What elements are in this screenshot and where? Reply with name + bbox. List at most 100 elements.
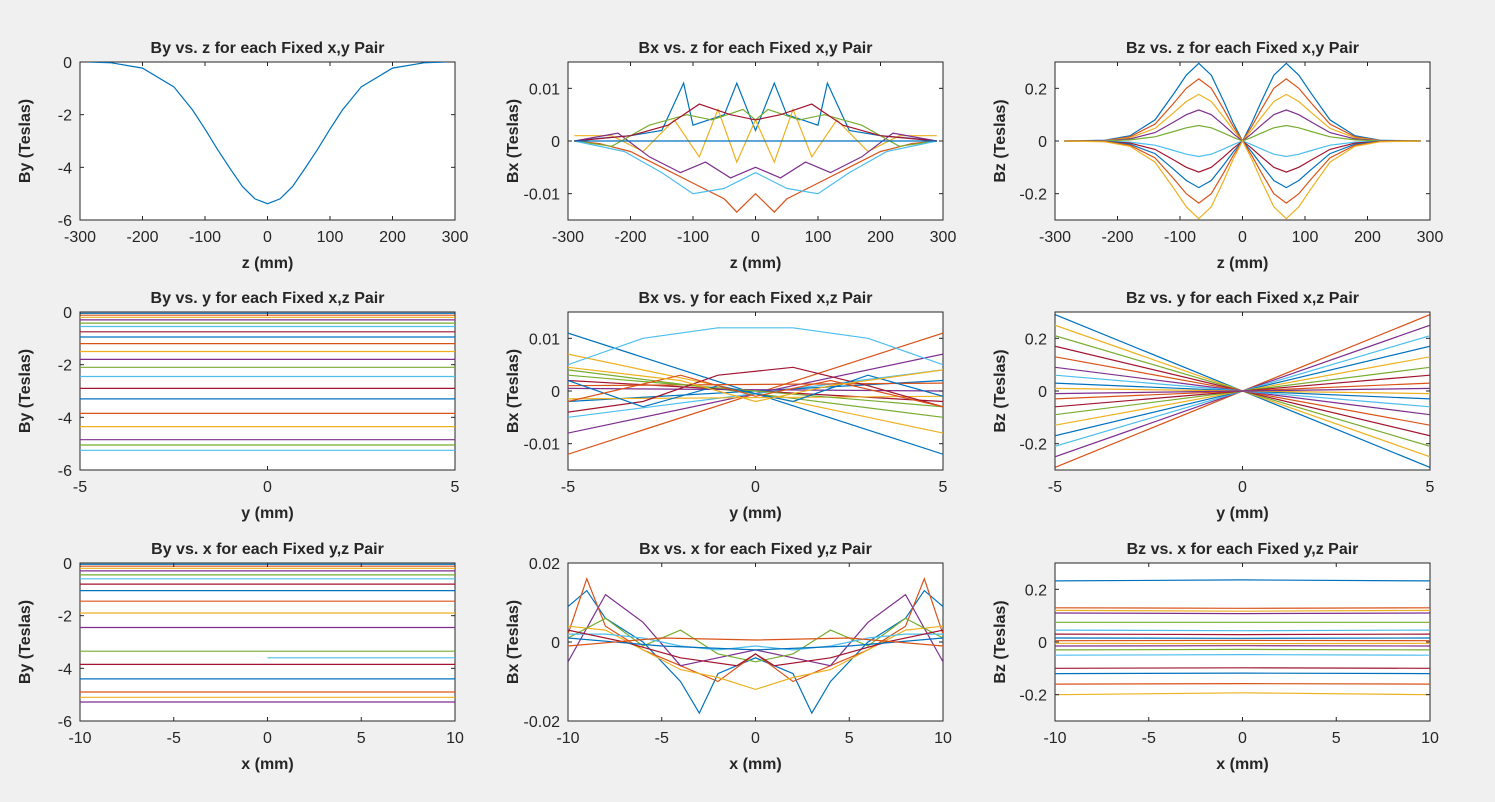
- series-line-0: [89, 62, 446, 205]
- chart-title: Bz vs. z for each Fixed x,y Pair: [1126, 40, 1359, 57]
- x-tick-label: -5: [655, 730, 669, 747]
- y-tick-label: 0: [1038, 635, 1047, 652]
- chart-title: By vs. y for each Fixed x,z Pair: [151, 290, 385, 307]
- series-line-9: [568, 395, 943, 400]
- y-tick-label: -6: [58, 463, 72, 480]
- series-line-5: [568, 633, 943, 651]
- series-line-11: [1055, 648, 1430, 651]
- plot-area: [1054, 562, 1431, 722]
- series-line-9: [1064, 139, 1421, 220]
- y-tick-label: -0.2: [1019, 437, 1047, 454]
- y-tick-label: 0: [63, 55, 72, 72]
- x-tick-label: 200: [867, 229, 894, 246]
- series-line-13: [1055, 667, 1430, 669]
- series-line-1: [1055, 607, 1430, 609]
- series-line-6: [574, 103, 937, 142]
- y-tick-label: 0: [1038, 134, 1047, 151]
- plot-area: [79, 311, 456, 471]
- x-tick-label: -100: [189, 229, 221, 246]
- x-tick-label: 10: [934, 730, 952, 747]
- x-tick-label: -5: [1142, 730, 1156, 747]
- y-tick-label: -4: [58, 410, 72, 427]
- y-axis-label: Bx (Teslas): [505, 600, 522, 684]
- y-tick-label: -0.01: [524, 187, 561, 204]
- y-axis-label: Bz (Teslas): [992, 600, 1009, 683]
- series-line-17: [1055, 387, 1430, 395]
- chart-bx-vs-y: -5 0 5 0.01 0 -0.01 Bx vs. y for each Fixed x,…: [505, 290, 948, 522]
- x-tick-label: 300: [930, 229, 957, 246]
- series-group: [574, 81, 937, 213]
- y-tick-label: -6: [58, 714, 72, 731]
- series-line-8: [568, 382, 943, 387]
- x-tick-label: -100: [1164, 229, 1196, 246]
- series-line-0: [1055, 579, 1430, 582]
- x-tick-label: 300: [442, 229, 469, 246]
- series-line-16: [1055, 692, 1430, 696]
- chart-title: Bx vs. x for each Fixed y,z Pair: [639, 541, 872, 558]
- x-tick-label: 5: [845, 730, 854, 747]
- series-group: [80, 563, 455, 703]
- x-tick-label: 5: [1426, 479, 1435, 496]
- x-tick-label: 5: [451, 479, 460, 496]
- y-tick-label: 0.02: [529, 556, 560, 573]
- plot-area: [79, 562, 456, 722]
- x-tick-label: 5: [1332, 730, 1341, 747]
- x-tick-label: 0: [751, 229, 760, 246]
- y-tick-label: 0: [1038, 384, 1047, 401]
- series-line-5: [1055, 629, 1430, 632]
- x-axis-label: y (mm): [241, 505, 293, 522]
- series-group: [1055, 579, 1430, 696]
- series-line-12: [568, 327, 943, 366]
- x-axis-label: x (mm): [241, 756, 293, 773]
- x-tick-label: 0: [1238, 229, 1247, 246]
- x-tick-label: 100: [805, 229, 832, 246]
- y-tick-label: 0.01: [529, 81, 560, 98]
- x-tick-label: -10: [1043, 730, 1066, 747]
- x-tick-label: 10: [1421, 730, 1439, 747]
- chart-title: By vs. z for each Fixed x,y Pair: [151, 40, 385, 57]
- x-axis-label: z (mm): [1217, 255, 1269, 272]
- x-tick-label: -100: [677, 229, 709, 246]
- x-tick-label: 100: [1292, 229, 1319, 246]
- x-tick-label: 0: [263, 479, 272, 496]
- chart-title: Bx vs. z for each Fixed x,y Pair: [639, 40, 873, 57]
- series-group: [89, 62, 446, 205]
- x-tick-label: -200: [1101, 229, 1133, 246]
- series-line-6: [568, 629, 943, 667]
- series-line-12: [1055, 653, 1430, 656]
- series-line-5: [574, 140, 937, 195]
- chart-title: Bz vs. x for each Fixed y,z Pair: [1127, 541, 1359, 558]
- y-axis-label: Bx (Teslas): [505, 349, 522, 433]
- x-tick-label: 0: [1238, 479, 1247, 496]
- chart-title: By vs. x for each Fixed y,z Pair: [151, 541, 384, 558]
- series-line-14: [1055, 672, 1430, 675]
- x-tick-label: 200: [1354, 229, 1381, 246]
- series-line-8: [568, 637, 943, 647]
- x-tick-label: 200: [379, 229, 406, 246]
- series-group: [568, 577, 943, 715]
- y-tick-label: 0: [551, 384, 560, 401]
- plot-area: [79, 61, 456, 221]
- y-tick-label: -0.02: [524, 714, 561, 731]
- y-tick-label: 0: [551, 635, 560, 652]
- series-line-2: [1055, 609, 1430, 612]
- chart-title: Bz vs. y for each Fixed x,z Pair: [1126, 290, 1359, 307]
- y-tick-label: 0: [63, 556, 72, 573]
- series-group: [1055, 314, 1430, 468]
- y-tick-label: 0.2: [1025, 81, 1047, 98]
- series-line-13: [568, 366, 943, 413]
- y-tick-label: -0.2: [1019, 187, 1047, 204]
- y-tick-label: 0.01: [529, 331, 560, 348]
- x-tick-label: 0: [1238, 730, 1247, 747]
- chart-by-vs-y: -5 0 5 0 -2 -4 -6 By vs. y for each Fixed x,z P…: [17, 290, 460, 522]
- x-axis-label: z (mm): [730, 255, 782, 272]
- chart-title: Bx vs. y for each Fixed x,z Pair: [639, 290, 873, 307]
- series-line-15: [568, 374, 943, 408]
- series-line-7: [568, 637, 943, 651]
- chart-bz-vs-y: -5 0 5 0.2 0 -0.2 Bz vs. y for each Fixed x,z …: [992, 290, 1435, 522]
- series-line-6: [1055, 633, 1430, 636]
- x-tick-label: 5: [939, 479, 948, 496]
- x-tick-label: -5: [73, 479, 87, 496]
- y-tick-label: 0.2: [1025, 582, 1047, 599]
